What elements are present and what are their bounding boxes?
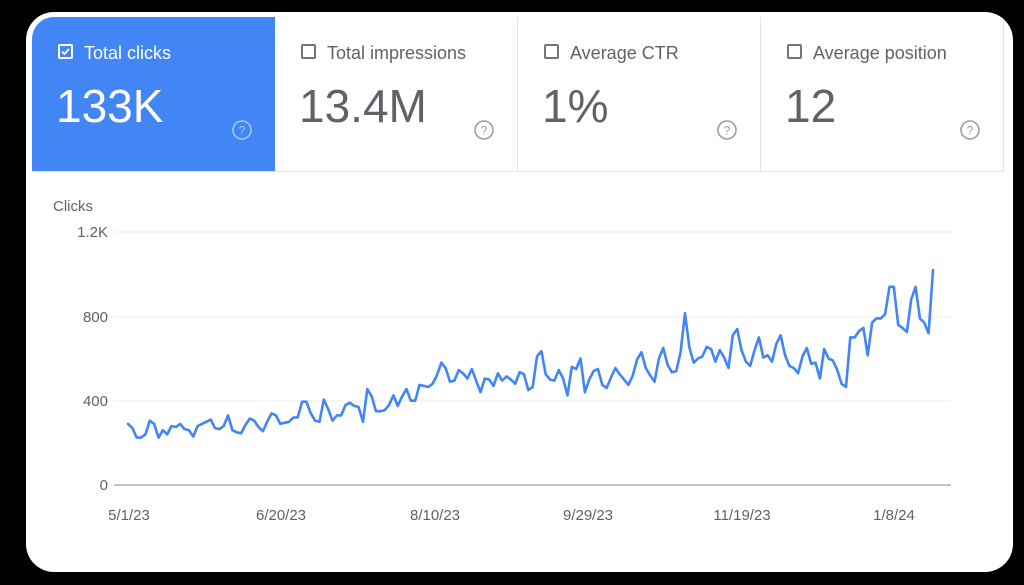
metric-card-average-ctr[interactable]: Average CTR 1% ? xyxy=(518,17,761,171)
help-circle-icon[interactable]: ? xyxy=(959,119,981,141)
checkbox-unchecked-icon[interactable] xyxy=(544,44,559,59)
checkbox-unchecked-icon[interactable] xyxy=(301,44,316,59)
metric-value: 1% xyxy=(542,80,609,132)
x-tick-label: 9/29/23 xyxy=(562,507,614,524)
metric-label: Total impressions xyxy=(327,43,467,63)
metric-card-total-impressions[interactable]: Total impressions 13.4M ? xyxy=(275,17,518,171)
line-plot xyxy=(114,231,951,486)
metric-value: 13.4M xyxy=(299,80,427,132)
svg-text:?: ? xyxy=(481,124,488,138)
svg-text:?: ? xyxy=(239,124,246,138)
svg-text:?: ? xyxy=(724,124,731,138)
metric-label: Total clicks xyxy=(84,43,172,63)
help-circle-icon[interactable]: ? xyxy=(716,119,738,141)
help-circle-icon[interactable]: ? xyxy=(231,119,253,141)
clicks-chart: Clicks 1.2K 800 400 0 5/1/23 6/20/23 8/1… xyxy=(26,182,1013,572)
metric-card-average-position[interactable]: Average position 12 ? xyxy=(761,17,1004,171)
y-tick-label: 800 xyxy=(82,309,108,326)
metric-label: Average CTR xyxy=(570,43,679,63)
y-tick-label: 0 xyxy=(99,477,108,494)
svg-text:?: ? xyxy=(967,124,974,138)
performance-panel: Total clicks 133K ? Total impressions 13… xyxy=(26,12,1013,572)
checkbox-unchecked-icon[interactable] xyxy=(787,44,802,59)
y-tick-label: 1.2K xyxy=(77,224,108,241)
x-tick-label: 5/1/23 xyxy=(108,507,150,524)
metric-card-total-clicks[interactable]: Total clicks 133K ? xyxy=(32,17,275,171)
x-tick-label: 8/10/23 xyxy=(409,507,461,524)
help-circle-icon[interactable]: ? xyxy=(473,119,495,141)
x-tick-label: 11/19/23 xyxy=(713,507,771,524)
metric-value: 12 xyxy=(785,80,837,132)
metric-label: Average position xyxy=(813,43,947,63)
y-tick-label: 400 xyxy=(82,393,108,410)
metric-value: 133K xyxy=(56,80,164,132)
clicks-series-line xyxy=(126,268,935,439)
metric-cards: Total clicks 133K ? Total impressions 13… xyxy=(32,17,1004,172)
x-tick-label: 1/8/24 xyxy=(873,507,915,524)
x-tick-label: 6/20/23 xyxy=(255,507,307,524)
y-axis-title: Clicks xyxy=(53,198,93,215)
checkbox-checked-icon[interactable] xyxy=(58,44,73,59)
